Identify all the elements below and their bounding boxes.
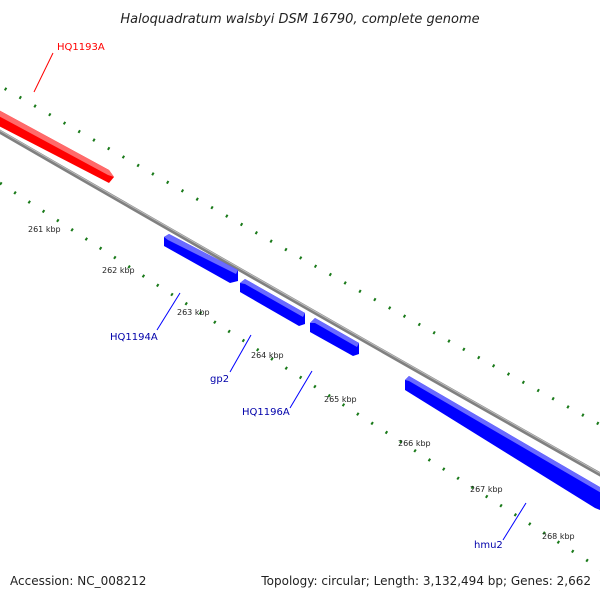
- inner-tick-row: [0, 181, 600, 571]
- kbp-label: 267 kbp: [470, 485, 503, 494]
- kbp-label: 263 kbp: [177, 308, 210, 317]
- kbp-label: 262 kbp: [102, 266, 135, 275]
- gene-label-gp2[interactable]: gp2: [210, 374, 229, 385]
- kbp-label: 265 kbp: [324, 395, 357, 404]
- kbp-label: 264 kbp: [251, 351, 284, 360]
- genome-backbone: [0, 129, 600, 477]
- tick-rows: [0, 84, 600, 571]
- gene-label-hq1193a[interactable]: HQ1193A: [57, 42, 105, 53]
- map-title: Haloquadratum walsbyi DSM 16790, complet…: [120, 12, 479, 27]
- gene-arrow-hq1196a[interactable]: [310, 318, 359, 356]
- gene-arrow-gp2[interactable]: [240, 279, 305, 326]
- gene-arrow-hmu2[interactable]: [405, 376, 600, 512]
- kbp-label: 268 kbp: [542, 532, 575, 541]
- genome-summary-text: Topology: circular; Length: 3,132,494 bp…: [260, 574, 591, 588]
- gene-arrow-hq1193a[interactable]: [0, 108, 114, 183]
- gene-label-leaders: [33, 52, 527, 541]
- gene-label-hmu2[interactable]: hmu2: [474, 540, 503, 551]
- gene-arrow-hq1194a[interactable]: [164, 234, 238, 283]
- gene-label-hq1194a[interactable]: HQ1194A: [110, 332, 158, 343]
- kbp-label: 266 kbp: [398, 439, 431, 448]
- accession-text: Accession: NC_008212: [10, 574, 146, 588]
- kbp-tick-labels: 261 kbp 262 kbp 263 kbp 264 kbp 265 kbp …: [28, 225, 575, 541]
- kbp-label: 261 kbp: [28, 225, 61, 234]
- gene-label-hq1196a[interactable]: HQ1196A: [242, 407, 290, 418]
- outer-tick-row: [0, 84, 600, 427]
